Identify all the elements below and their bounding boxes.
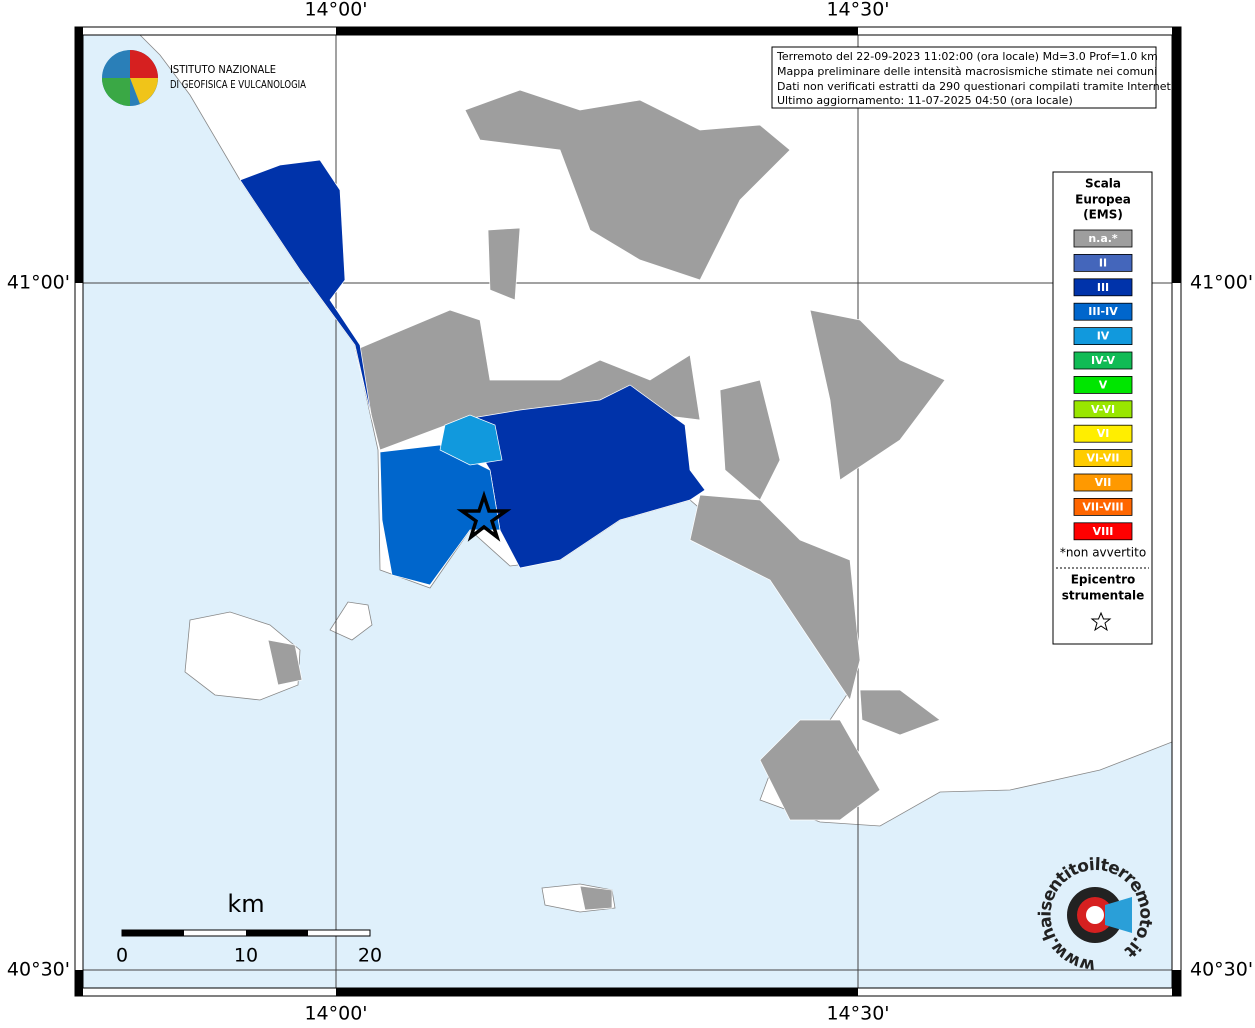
region [859,689,941,736]
legend-label: VI-VII [1086,452,1119,465]
info-line: Ultimo aggiornamento: 11-07-2025 04:50 (… [777,94,1073,107]
coord-label: 40°30' [7,959,70,981]
region [759,719,881,821]
legend-swatch [1073,424,1133,443]
legend-swatch [1073,327,1133,346]
legend-epicenter: Epicentro [1071,573,1136,587]
legend-swatch [1073,278,1133,297]
watermark: www.haisentitoilterremoto.it [1035,855,1155,976]
legend-label: IV [1097,330,1110,343]
legend-epicenter: strumentale [1062,589,1145,603]
scale-segment [246,930,308,936]
frame-bar [75,970,83,996]
region [459,384,706,569]
legend-swatch [1073,400,1133,419]
info-line: Dati non verificati estratti da 290 ques… [777,80,1174,93]
coord-label: 41°00' [1190,272,1253,294]
procida [329,601,373,641]
info-line: Terremoto del 22-09-2023 11:02:00 (ora l… [776,50,1158,63]
coord-label: 14°30' [826,1003,889,1025]
coord-label: 14°00' [304,1003,367,1025]
legend-swatch [1073,449,1133,468]
legend-label: VIII [1093,525,1114,538]
scale-segment [122,930,184,936]
legend-swatch [1073,351,1133,370]
legend-label: III [1097,281,1109,294]
legend-swatch [1073,375,1133,394]
frame-bar [75,27,83,283]
legend-swatch [1073,473,1133,492]
region [719,379,781,501]
legend-label: V-VI [1091,403,1115,416]
scale-label: 0 [116,945,128,967]
legend-note: *non avvertito [1060,546,1146,560]
region [487,227,521,301]
info-background [771,46,1157,109]
legend-label: V [1099,378,1108,391]
legend-label: VII-VIII [1082,500,1123,513]
frame-bar [336,988,858,996]
frame-bar [336,27,858,35]
legend-label: VI [1097,427,1110,440]
region [809,309,946,481]
coord-label: 40°30' [1190,959,1253,981]
logo-segment [102,78,130,106]
region [239,159,373,421]
info-box: Terremoto del 22-09-2023 11:02:00 (ora l… [771,46,1174,109]
coord-label: 14°30' [826,0,889,21]
legend-label: III-IV [1088,305,1118,318]
coord-label: 41°00' [7,272,70,294]
scale-bar: km 0 10 20 [116,890,382,967]
regions [239,89,946,911]
legend-swatch [1073,302,1133,321]
region [464,89,791,281]
legend-swatch [1073,497,1133,516]
frame [74,26,1182,997]
legend-swatch [1073,522,1133,541]
coordinate-labels: 14°00' 14°30' 14°00' 14°30' 41°00' 40°30… [7,0,1253,1025]
info-line: Mappa preliminare delle intensità macros… [777,65,1157,78]
frame-bar [1172,27,1181,283]
legend-title: (EMS) [1083,208,1123,222]
scale-label: 20 [358,945,382,967]
logo-segment [130,78,158,104]
legend-label: VII [1095,476,1112,489]
region [689,494,861,701]
legend-label: II [1099,256,1107,269]
legend-swatch [1073,229,1133,248]
legend-title: Europea [1075,193,1131,207]
logo: ISTITUTO NAZIONALE DI GEOFISICA E VULCAN… [102,50,306,106]
frame-bar [1172,970,1181,996]
ischia [184,611,301,701]
scale-label: 10 [234,945,258,967]
region [267,639,303,686]
region [579,885,613,911]
legend: Scala Europea (EMS) *non avvertito Epice… [1052,171,1153,645]
watermark-ring [1086,906,1104,924]
epicenter-star [456,490,512,542]
legend-label: IV-V [1091,354,1116,367]
logo-text: DI GEOFISICA E VULCANOLOGIA [170,78,306,91]
logo-segment [130,50,158,78]
legend-title: Scala [1085,177,1121,191]
logo-text: ISTITUTO NAZIONALE [170,63,276,76]
legend-label: n.a.* [1088,232,1118,245]
watermark-horn [1105,897,1132,933]
region [439,414,503,466]
legend-swatch [1073,253,1133,272]
legend-star [1090,611,1112,632]
coord-label: 14°00' [304,0,367,21]
scale-unit: km [227,890,264,918]
